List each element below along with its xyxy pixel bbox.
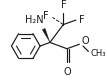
Text: O: O [63, 68, 71, 78]
Polygon shape [42, 28, 50, 42]
Text: O: O [81, 36, 89, 46]
Text: F: F [79, 15, 85, 25]
Text: H₂N: H₂N [25, 15, 44, 25]
Text: F: F [61, 0, 66, 10]
Text: F: F [43, 11, 49, 21]
Text: CH₃: CH₃ [90, 49, 106, 58]
